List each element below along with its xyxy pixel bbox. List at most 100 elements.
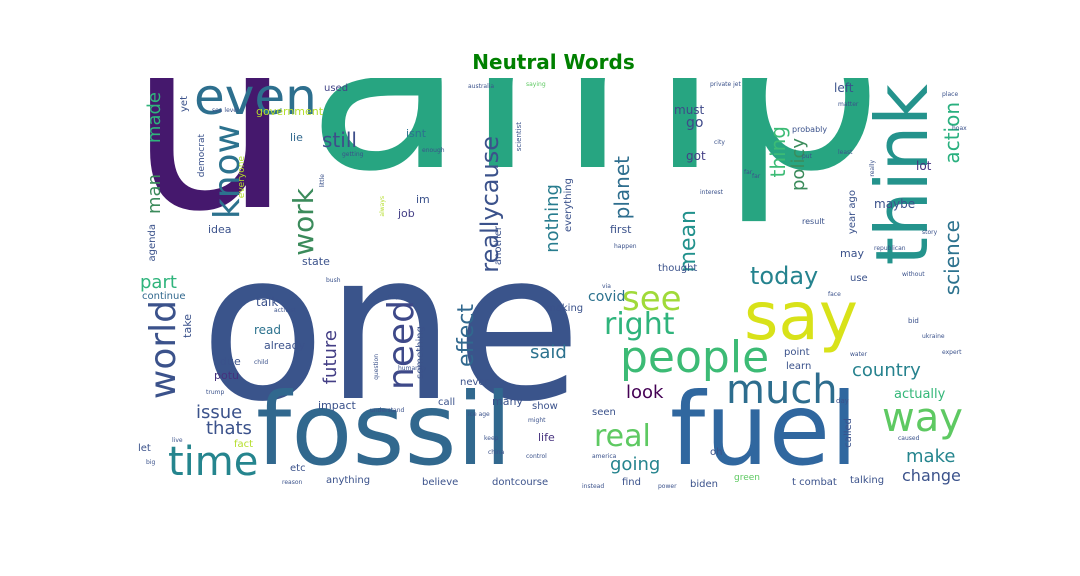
word-dontcourse: dontcourse	[492, 477, 549, 488]
word-day: day	[836, 397, 849, 405]
word-little: little	[319, 174, 326, 188]
word-put: put	[802, 153, 812, 160]
word-planet: planet	[610, 156, 634, 220]
word-effect: effect	[454, 304, 479, 367]
word-ice-age: ice age	[468, 411, 490, 418]
word-china: china	[488, 449, 505, 456]
word-agenda: agenda	[147, 224, 158, 262]
word-believe: believe	[422, 477, 459, 488]
word-already: already	[264, 339, 306, 352]
word-maybe: maybe	[874, 197, 916, 211]
word-keep: keep	[484, 435, 499, 442]
word-control: control	[526, 453, 547, 460]
word-called: called	[843, 418, 854, 448]
word-power: power	[658, 483, 677, 490]
word-people: people	[620, 332, 770, 383]
word-issue: issue	[196, 402, 243, 423]
word-sea-level: sea level	[212, 107, 239, 114]
word-learn: learn	[786, 361, 812, 372]
word-future: future	[320, 330, 341, 385]
word-many: many	[492, 395, 523, 408]
word-child: child	[254, 359, 269, 366]
word-talk: talk	[256, 295, 279, 309]
word-far-2: far	[752, 173, 761, 180]
word-much: much	[726, 367, 838, 413]
word-humanity: humanity	[398, 365, 427, 372]
word-work: work	[287, 188, 320, 256]
word-use: use	[850, 273, 868, 284]
word-find: find	[622, 477, 641, 488]
word-let: let	[138, 443, 151, 454]
word-understand: understand	[370, 407, 405, 414]
word-matter: matter	[838, 101, 859, 108]
word-hoax: hoax	[952, 125, 967, 132]
word-lot: lot	[916, 159, 932, 173]
word-making: making	[546, 303, 584, 314]
word-talking: talking	[850, 475, 885, 486]
word-right: right	[604, 307, 675, 342]
word-instead: instead	[582, 483, 605, 490]
word-used: used	[324, 83, 349, 94]
word-face: face	[828, 291, 841, 298]
word-green: green	[734, 473, 760, 483]
word-said: said	[530, 342, 567, 363]
word-question: question	[373, 354, 380, 380]
word-far: far	[744, 169, 753, 176]
word-guy: guy	[388, 293, 400, 300]
word-job: job	[398, 207, 415, 220]
word-cloud: u amp one fossil fuel think say even kno…	[138, 78, 970, 494]
word-world: world	[143, 300, 184, 400]
word-caused: caused	[898, 435, 920, 442]
word-impact: impact	[318, 399, 356, 412]
word-left: left	[834, 81, 854, 95]
word-fossil: fossil	[256, 371, 513, 488]
word-happen: happen	[614, 243, 637, 250]
word-must: must	[674, 103, 705, 117]
word-may: may	[840, 247, 864, 260]
word-via: via	[602, 283, 611, 290]
word-might: might	[528, 417, 546, 424]
word-everyone: everyone	[237, 156, 247, 199]
word-democrat: democrat	[197, 134, 207, 178]
word-saying: saying	[526, 81, 546, 88]
word-covid: covid	[588, 289, 626, 305]
word-place: place	[942, 91, 959, 98]
word-thing: thing	[766, 126, 790, 178]
word-continue: continue	[142, 291, 186, 302]
word-yet: yet	[179, 96, 190, 112]
word-activist: activist	[274, 307, 296, 314]
word-way: way	[882, 395, 963, 441]
word-expert: expert	[942, 349, 962, 356]
word-fact: fact	[234, 439, 254, 450]
word-probably: probably	[792, 125, 828, 134]
word-potu: potu	[214, 369, 239, 382]
word-isnt: isnt	[406, 127, 427, 140]
word-enough: enough	[422, 147, 445, 154]
word-republican: republican	[874, 245, 906, 252]
word-amp: amp	[306, 78, 884, 229]
word-everything: everything	[563, 178, 574, 232]
word-man: man	[144, 174, 165, 214]
word-fuel: fuel	[670, 371, 858, 488]
word-trump: trump	[206, 389, 225, 396]
word-live: live	[172, 437, 183, 444]
word-another: another	[493, 226, 504, 266]
word-call: call	[438, 397, 456, 408]
word-water: water	[850, 351, 868, 358]
word-city: city	[714, 139, 725, 146]
word-bush: bush	[326, 277, 341, 284]
word-country: country	[852, 360, 921, 381]
word-first: first	[610, 223, 632, 236]
word-one: one	[200, 209, 582, 447]
word-australia: australia	[468, 83, 495, 90]
word-really: really	[869, 160, 876, 177]
word-action: action	[940, 102, 964, 164]
word-government: government	[256, 105, 324, 118]
word-look: look	[626, 382, 664, 403]
word-policy: policy	[788, 138, 809, 191]
word-show: show	[532, 401, 558, 412]
word-reason: reason	[282, 479, 303, 486]
word-america: america	[592, 453, 617, 460]
word-real: real	[594, 419, 651, 454]
